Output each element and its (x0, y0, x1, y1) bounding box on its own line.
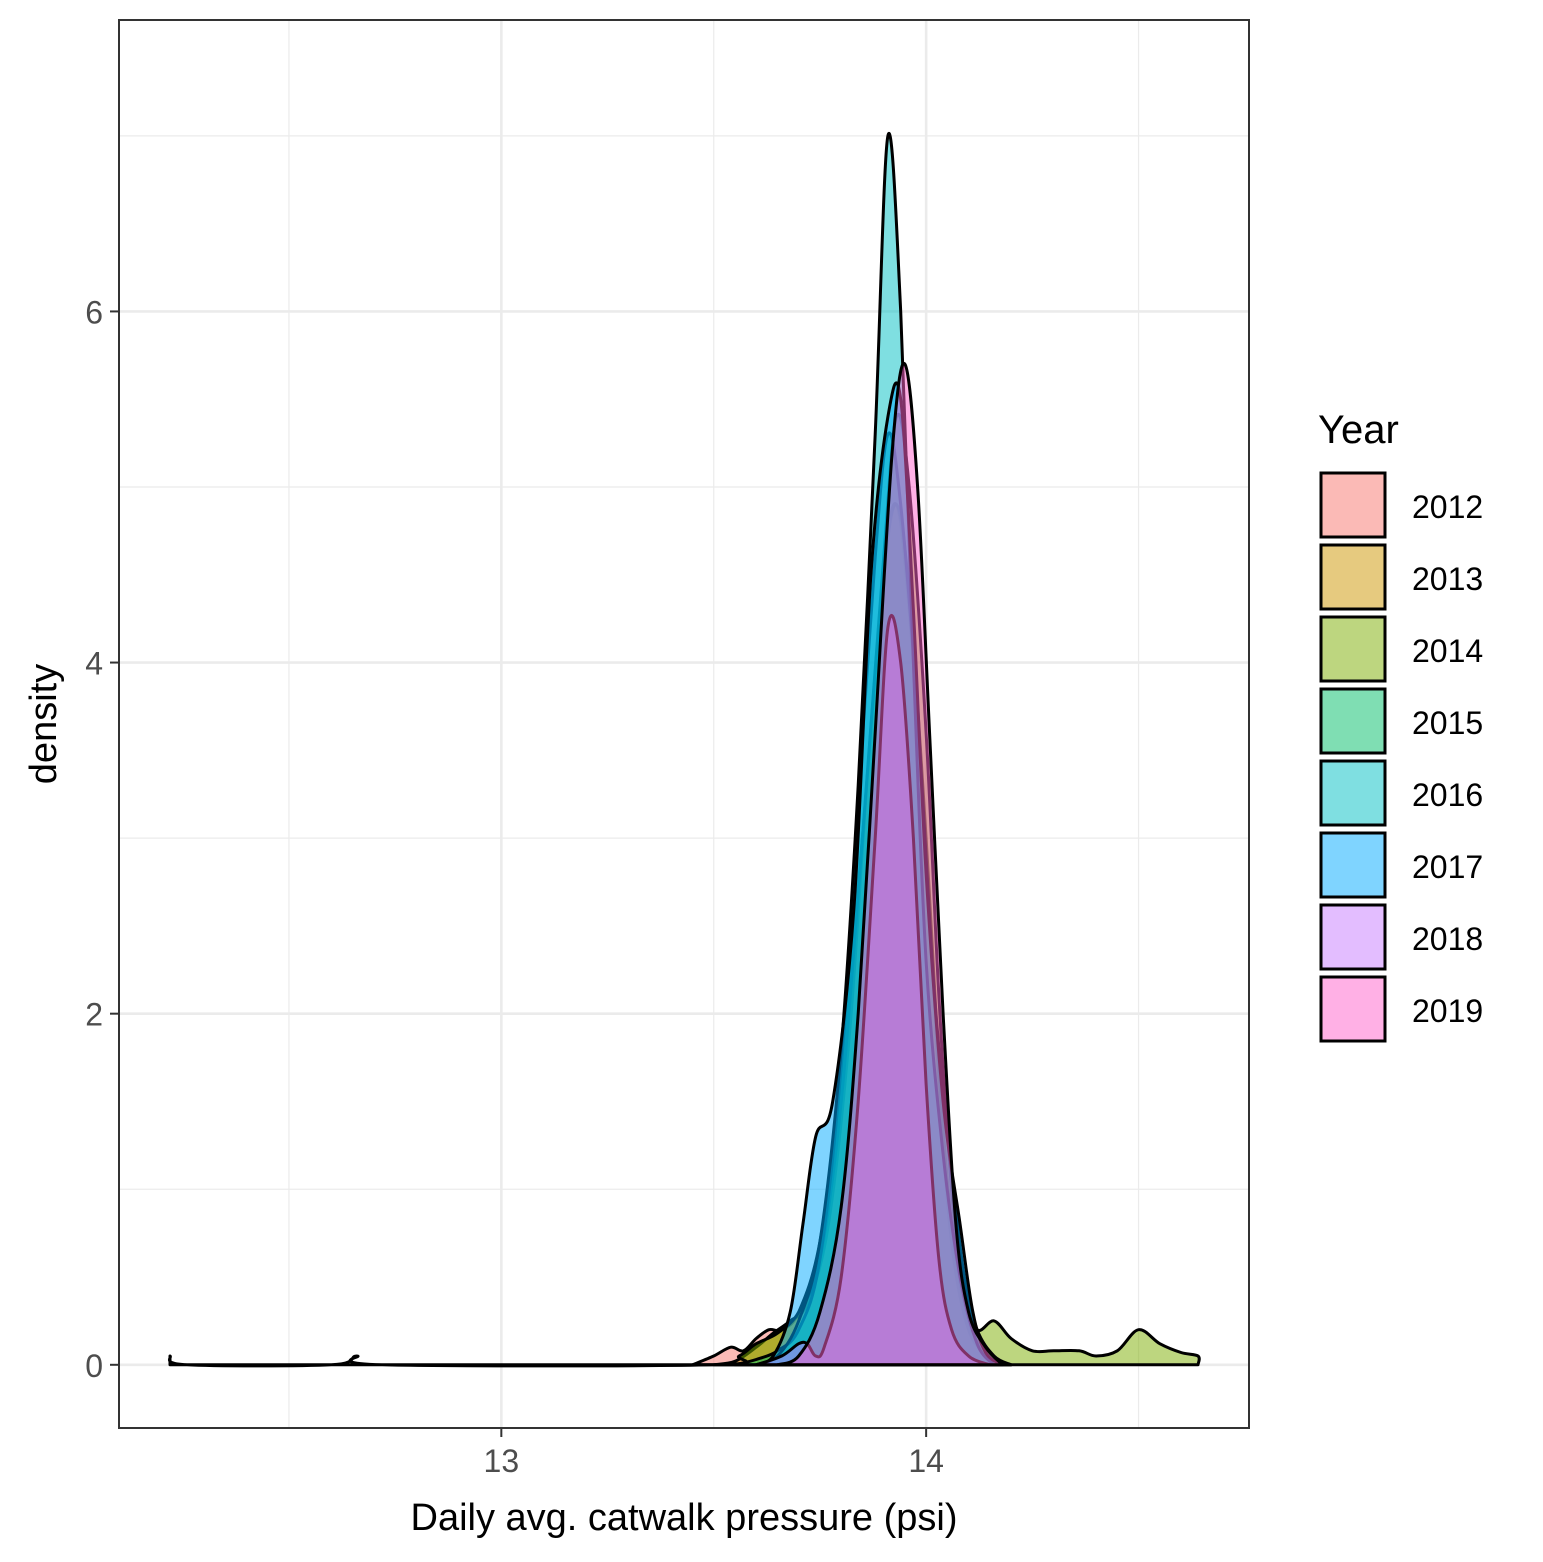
x-tick-label: 13 (484, 1443, 520, 1479)
legend-label-2018: 2018 (1412, 921, 1483, 957)
legend-key-2015 (1319, 687, 1387, 755)
legend-key-2018 (1319, 903, 1387, 971)
legend-label-2016: 2016 (1412, 777, 1483, 813)
x-axis: 13 14 (484, 1428, 944, 1479)
plot-background (119, 20, 1249, 1428)
x-tick-label: 14 (908, 1443, 944, 1479)
legend-label-2012: 2012 (1412, 489, 1483, 525)
legend-key-2013 (1319, 543, 1387, 611)
y-axis-title: density (23, 664, 65, 784)
y-tick-label: 4 (85, 646, 103, 682)
legend-label-2015: 2015 (1412, 705, 1483, 741)
legend: Year 2012 2013 2014 2015 2016 2017 2018 2019 (1318, 408, 1483, 1043)
x-axis-title: Daily avg. catwalk pressure (psi) (411, 1497, 958, 1539)
density-series-layer (167, 131, 1201, 1368)
minor-gridlines (119, 20, 1249, 1428)
y-tick-label: 0 (85, 1348, 103, 1384)
y-axis: 0 2 4 6 (85, 294, 119, 1384)
legend-key-2019 (1319, 975, 1387, 1043)
legend-title: Year (1318, 408, 1399, 452)
legend-key-2017 (1319, 831, 1387, 899)
legend-label-2017: 2017 (1412, 849, 1483, 885)
legend-key-2016 (1319, 759, 1387, 827)
legend-key-2014 (1319, 615, 1387, 683)
legend-key-2012 (1319, 471, 1387, 539)
legend-label-2014: 2014 (1412, 633, 1483, 669)
legend-label-2019: 2019 (1412, 993, 1483, 1029)
y-tick-label: 2 (85, 997, 103, 1033)
density-area-2019 (776, 361, 1005, 1367)
plot-panel-border (118, 19, 1250, 1429)
legend-label-2013: 2013 (1412, 561, 1483, 597)
y-tick-label: 6 (85, 294, 103, 330)
